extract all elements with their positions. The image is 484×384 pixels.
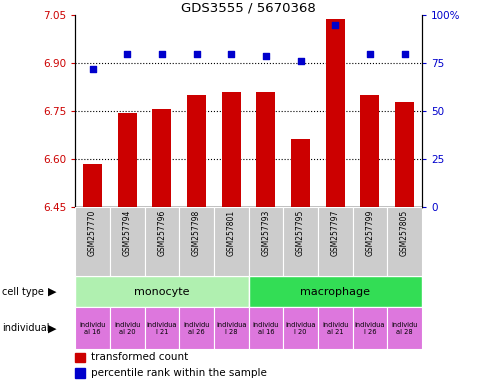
Point	[331, 22, 338, 28]
Text: individu
al 20: individu al 20	[114, 322, 140, 335]
Bar	[221, 92, 240, 207]
Bar	[144, 207, 179, 276]
Text: individu
al 21: individu al 21	[321, 322, 348, 335]
Bar	[248, 207, 283, 276]
Text: GSM257793: GSM257793	[261, 209, 270, 256]
Text: macrophage: macrophage	[300, 287, 369, 297]
Bar	[83, 164, 102, 207]
Text: individua
l 20: individua l 20	[285, 322, 315, 335]
Bar	[318, 307, 352, 349]
Point	[192, 51, 200, 57]
Point	[400, 51, 408, 57]
Text: individu
al 26: individu al 26	[183, 322, 209, 335]
Bar	[325, 18, 344, 207]
Bar	[75, 368, 85, 378]
Text: GSM257796: GSM257796	[157, 209, 166, 256]
Text: percentile rank within the sample: percentile rank within the sample	[91, 368, 266, 378]
Text: monocyte: monocyte	[134, 287, 189, 297]
Bar	[386, 207, 421, 276]
Bar	[248, 276, 421, 307]
Point	[158, 51, 166, 57]
Point	[261, 53, 269, 59]
Bar	[248, 307, 283, 349]
Text: GSM257799: GSM257799	[364, 209, 374, 256]
Bar	[179, 307, 213, 349]
Text: individu
al 16: individu al 16	[79, 322, 106, 335]
Bar	[187, 95, 206, 207]
Text: individua
l 26: individua l 26	[354, 322, 384, 335]
Bar	[213, 307, 248, 349]
Bar	[179, 207, 213, 276]
Text: GSM257795: GSM257795	[295, 209, 304, 256]
Text: GSM257801: GSM257801	[226, 209, 235, 256]
Bar	[75, 353, 85, 362]
Text: GSM257797: GSM257797	[330, 209, 339, 256]
Text: individu
al 16: individu al 16	[252, 322, 278, 335]
Text: individua
l 21: individua l 21	[146, 322, 177, 335]
Bar	[290, 139, 309, 207]
Point	[296, 58, 304, 65]
Text: GSM257770: GSM257770	[88, 209, 97, 256]
Text: GSM257798: GSM257798	[192, 209, 201, 256]
Text: ▶: ▶	[47, 323, 56, 333]
Bar	[318, 207, 352, 276]
Bar	[283, 307, 318, 349]
Text: cell type: cell type	[2, 287, 44, 297]
Bar	[75, 307, 109, 349]
Text: ▶: ▶	[47, 287, 56, 297]
Bar	[144, 307, 179, 349]
Bar	[118, 113, 136, 207]
Text: transformed count: transformed count	[91, 353, 188, 362]
Point	[123, 51, 131, 57]
Point	[227, 51, 235, 57]
Title: GDS3555 / 5670368: GDS3555 / 5670368	[181, 1, 315, 14]
Text: GSM257805: GSM257805	[399, 209, 408, 256]
Text: individu
al 28: individu al 28	[391, 322, 417, 335]
Bar	[283, 207, 318, 276]
Bar	[360, 95, 378, 207]
Point	[89, 66, 96, 72]
Bar	[75, 276, 248, 307]
Text: individua
l 28: individua l 28	[215, 322, 246, 335]
Point	[365, 51, 373, 57]
Bar	[109, 207, 144, 276]
Text: GSM257794: GSM257794	[122, 209, 132, 256]
Bar	[394, 102, 413, 207]
Bar	[152, 109, 171, 207]
Bar	[75, 207, 109, 276]
Bar	[213, 207, 248, 276]
Bar	[256, 92, 275, 207]
Bar	[352, 307, 386, 349]
Bar	[109, 307, 144, 349]
Bar	[386, 307, 421, 349]
Bar	[352, 207, 386, 276]
Text: individual: individual	[2, 323, 50, 333]
